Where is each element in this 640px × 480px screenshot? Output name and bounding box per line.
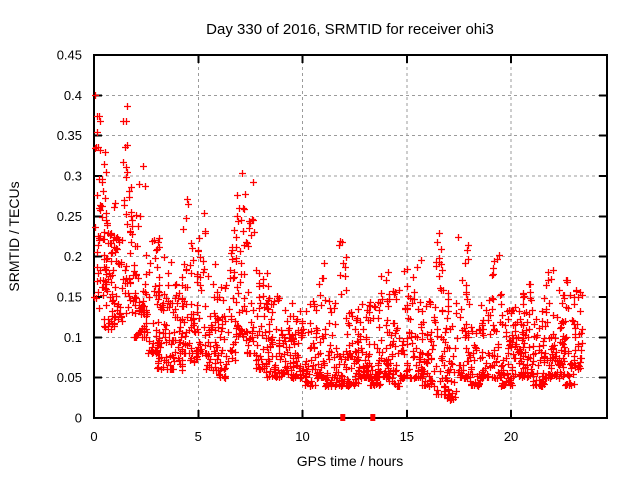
scatter-plus-markers (91, 92, 586, 404)
x-axis-label: GPS time / hours (297, 453, 404, 469)
y-tick-label: 0.15 (57, 290, 82, 305)
zero-value-square-marker (340, 414, 346, 421)
chart-title: Day 330 of 2016, SRMTID for receiver ohi… (206, 21, 494, 38)
x-tick-label: 20 (504, 429, 518, 444)
tick-labels: 0 0.05 0.1 0.15 0.2 0.25 0.3 0.35 0.4 0.45 0 5 10 15 2… (57, 48, 519, 445)
axes-and-ticks (93, 54, 608, 419)
x-tick-label: 10 (295, 429, 309, 444)
y-tick-label: 0.3 (64, 169, 82, 184)
y-tick-label: 0.45 (57, 48, 82, 63)
data-points (91, 92, 586, 421)
y-tick-label: 0.35 (57, 128, 82, 143)
y-tick-label: 0.25 (57, 209, 82, 224)
x-tick-label: 15 (400, 429, 414, 444)
zero-value-square-marker (370, 414, 376, 421)
y-tick-label: 0.1 (64, 330, 82, 345)
y-axis-label: SRMTID / TECUs (6, 181, 22, 291)
x-tick-label: 5 (195, 429, 202, 444)
y-tick-label: 0.05 (57, 370, 82, 385)
plot-border (93, 54, 608, 419)
y-tick-label: 0.4 (64, 88, 82, 103)
y-tick-label: 0 (75, 411, 82, 426)
y-tick-label: 0.2 (64, 249, 82, 264)
x-tick-label: 0 (90, 429, 97, 444)
